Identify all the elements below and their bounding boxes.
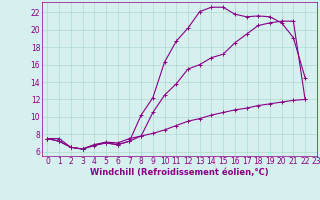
X-axis label: Windchill (Refroidissement éolien,°C): Windchill (Refroidissement éolien,°C) bbox=[90, 168, 268, 177]
